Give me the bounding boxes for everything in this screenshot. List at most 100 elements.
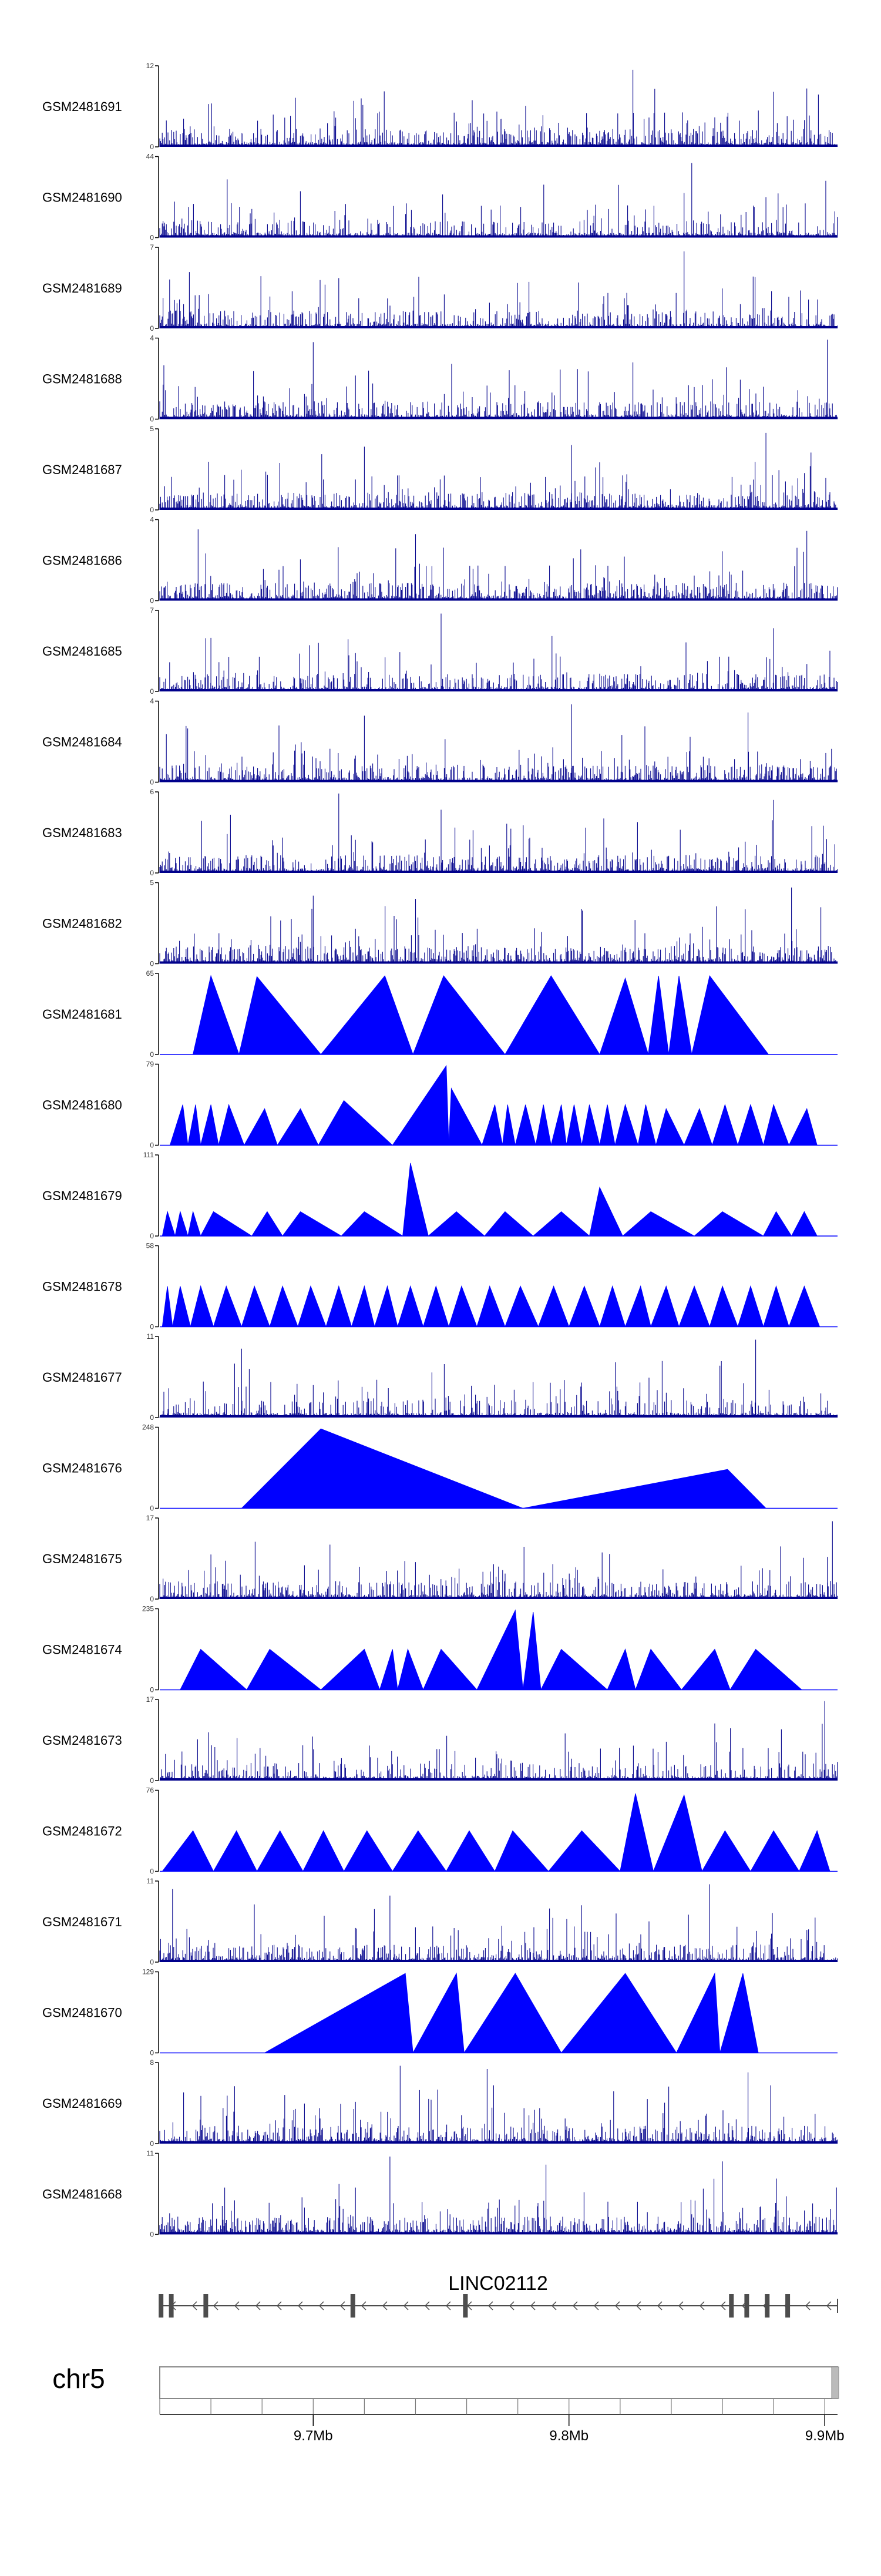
- signal-peak: [412, 1972, 465, 2053]
- track-GSM2481681: GSM2481681 65 0: [42, 969, 838, 1059]
- strand-arrow: [487, 2301, 493, 2310]
- y-axis-max-label: 129: [142, 1968, 154, 1976]
- signal-peak: [282, 1211, 343, 1237]
- strand-arrow: [445, 2301, 451, 2310]
- strand-arrow: [403, 2301, 409, 2310]
- signal-peak: [213, 1830, 258, 1872]
- y-axis-min-label: 0: [150, 143, 154, 151]
- y-axis-max-label: 17: [146, 1695, 154, 1704]
- track-GSM2481673: GSM2481673 17 0: [42, 1695, 838, 1785]
- signal-peak: [297, 1285, 327, 1327]
- strand-arrow: [720, 2301, 726, 2310]
- signal-peak: [190, 1285, 214, 1327]
- signal-peak: [180, 1648, 248, 1690]
- signal-coverage: [159, 340, 838, 419]
- region-highlight: [831, 2366, 839, 2399]
- y-axis-min-label: 0: [150, 778, 154, 787]
- signal-peak: [502, 1104, 516, 1146]
- signal-peak: [397, 1648, 424, 1690]
- y-axis-min-label: 0: [150, 234, 154, 242]
- signal-peak: [169, 1104, 189, 1146]
- signal-peak: [683, 1108, 713, 1146]
- track-label: GSM2481682: [42, 916, 122, 931]
- strand-arrow: [361, 2301, 366, 2310]
- track-label: GSM2481679: [42, 1188, 122, 1203]
- signal-peak: [668, 976, 692, 1055]
- signal-peak: [318, 1100, 394, 1146]
- signal-peak: [750, 1830, 800, 1872]
- signal-peak: [678, 1285, 710, 1327]
- signal-coverage: [159, 163, 838, 238]
- signal-peak: [635, 1648, 682, 1690]
- y-axis-max-label: 5: [150, 425, 154, 433]
- signal-peak: [397, 1285, 424, 1327]
- strand-arrow: [530, 2301, 536, 2310]
- signal-coverage: [159, 704, 838, 782]
- signal-peak: [693, 1211, 765, 1237]
- signal-peak: [581, 1104, 600, 1146]
- track-GSM2481676: GSM2481676 248 0: [42, 1423, 838, 1513]
- signal-peak: [448, 1285, 478, 1327]
- signal-peak: [691, 975, 769, 1055]
- y-axis-max-label: 5: [150, 879, 154, 887]
- signal-peak: [476, 1285, 506, 1327]
- signal-peak: [483, 1211, 534, 1237]
- track-GSM2481678: GSM2481678 58 0: [42, 1242, 838, 1331]
- signal-peak: [174, 1210, 189, 1237]
- y-axis-max-label: 248: [142, 1423, 154, 1432]
- signal-peak: [540, 1648, 608, 1690]
- gene-exon: [169, 2294, 174, 2318]
- y-axis-min-label: 0: [150, 506, 154, 514]
- signal-peak: [243, 1108, 278, 1146]
- signal-peak: [505, 1285, 539, 1327]
- track-label: GSM2481674: [42, 1643, 122, 1657]
- signal-baseline: [160, 235, 838, 238]
- track-label: GSM2481672: [42, 1824, 122, 1839]
- y-axis-min-label: 0: [150, 1413, 154, 1422]
- signal-peak: [412, 975, 506, 1055]
- signal-peak: [599, 1285, 626, 1327]
- signal-peak: [200, 1104, 219, 1146]
- signal-coverage: [159, 793, 838, 873]
- y-axis-max-label: 11: [147, 1332, 154, 1341]
- signal-peak: [701, 1830, 751, 1872]
- signal-peak: [402, 1163, 429, 1237]
- y-axis-max-label: 11: [147, 2150, 154, 2158]
- signal-peak: [762, 1211, 792, 1237]
- signal-coverage: [159, 1521, 838, 1599]
- strand-arrow: [826, 2301, 832, 2310]
- y-axis-min-label: 0: [150, 1141, 154, 1150]
- signal-coverage: [159, 613, 838, 691]
- strand-arrow: [424, 2301, 430, 2310]
- y-axis-max-label: 235: [142, 1605, 154, 1613]
- signal-baseline: [160, 598, 838, 601]
- track-label: GSM2481676: [42, 1461, 122, 1476]
- signal-peak: [343, 1830, 394, 1872]
- track-GSM2481677: GSM2481677 11 0: [42, 1332, 838, 1422]
- signal-peak: [737, 1285, 764, 1327]
- y-axis-min-label: 0: [150, 960, 154, 968]
- track-GSM2481680: GSM2481680 79 0: [42, 1060, 838, 1150]
- y-axis-max-label: 111: [143, 1151, 154, 1159]
- strand-arrow: [255, 2301, 261, 2310]
- signal-peak: [637, 1104, 657, 1146]
- signal-peak: [675, 1972, 721, 2053]
- ideogram-track: chr5: [52, 2363, 839, 2399]
- y-axis-min-label: 0: [150, 2140, 154, 2148]
- track-label: GSM2481671: [42, 1915, 122, 1929]
- signal-peak: [599, 1104, 616, 1146]
- track-label: GSM2481684: [42, 735, 122, 750]
- track-label: GSM2481670: [42, 2006, 122, 2020]
- signal-peak: [566, 1104, 583, 1146]
- signal-peak: [200, 1211, 253, 1237]
- signal-baseline: [160, 780, 838, 782]
- strand-arrow: [572, 2301, 578, 2310]
- y-axis-max-label: 76: [146, 1786, 154, 1795]
- signal-peak: [162, 1830, 214, 1872]
- signal-peak: [620, 1793, 654, 1872]
- track-GSM2481669: GSM2481669 8 0: [42, 2058, 838, 2148]
- strand-arrow: [509, 2301, 515, 2310]
- track-GSM2481675: GSM2481675 17 0: [42, 1514, 838, 1603]
- signal-peak: [788, 1108, 818, 1146]
